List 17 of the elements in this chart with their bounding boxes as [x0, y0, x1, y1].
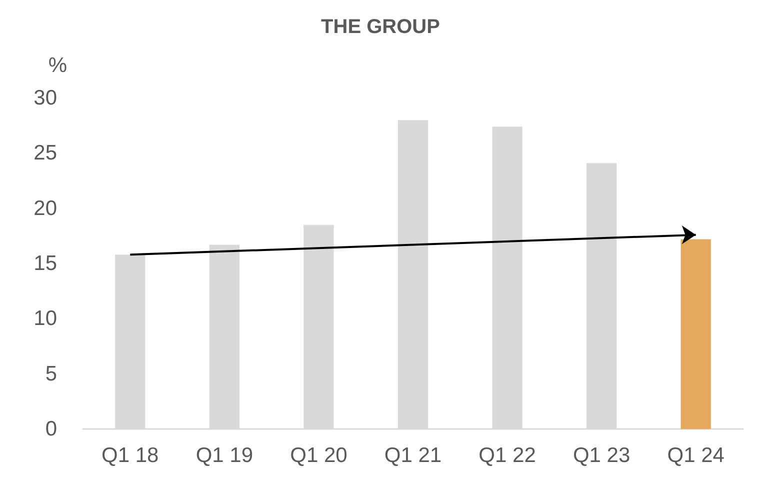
y-tick-label: 30 — [34, 86, 57, 110]
x-tick-label: Q1 21 — [384, 444, 442, 467]
y-axis-title: % — [48, 54, 67, 77]
x-tick-label: Q1 23 — [572, 444, 630, 467]
y-tick-label: 10 — [34, 307, 57, 330]
x-tick-label: Q1 24 — [667, 444, 725, 467]
bar — [680, 239, 711, 429]
chart-title: THE GROUP — [321, 16, 440, 38]
y-tick-label: 5 — [45, 362, 57, 386]
x-tick-label: Q1 22 — [478, 444, 536, 467]
y-tick-label: 0 — [45, 418, 57, 440]
y-tick-label: 25 — [34, 142, 57, 165]
y-tick-label: 15 — [34, 252, 57, 275]
x-tick-label: Q1 18 — [102, 444, 159, 467]
x-tick-label: Q1 19 — [196, 444, 254, 467]
y-tick-label: 20 — [34, 196, 57, 220]
x-tick-label: Q1 20 — [290, 444, 348, 467]
